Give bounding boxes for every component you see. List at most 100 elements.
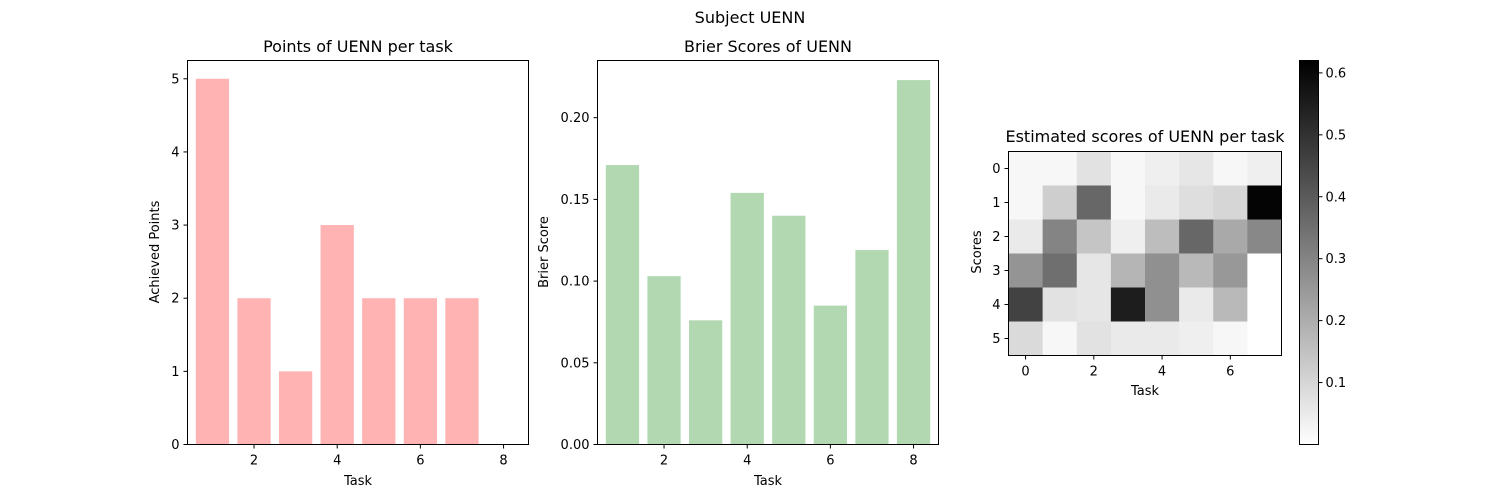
heatmap-y-tick-label: 0 <box>992 162 1000 177</box>
heatmap-cell <box>1042 287 1078 322</box>
heatmap-cell <box>1213 151 1248 186</box>
heatmap-cell <box>1110 151 1146 186</box>
brier-bar <box>688 320 723 445</box>
brier-y-tick-label: 0.10 <box>561 275 590 290</box>
heatmap-title: Estimated scores of UENN per task <box>1005 127 1285 146</box>
colorbar-tick-label: 0.5 <box>1326 128 1347 143</box>
figure-suptitle: Subject UENN <box>695 8 806 27</box>
heatmap-cell <box>1042 185 1078 220</box>
heatmap-x-tick-label: 6 <box>1226 365 1234 380</box>
brier-y-tick-label: 0.00 <box>561 438 590 453</box>
heatmap-cell <box>1076 321 1112 356</box>
points-bar <box>278 371 313 445</box>
heatmap-cell <box>1008 253 1044 288</box>
heatmap-cell <box>1008 287 1044 322</box>
heatmap-y-tick-label: 3 <box>992 264 1000 279</box>
heatmap-cell <box>1076 253 1112 288</box>
colorbar-tick-label: 0.2 <box>1326 314 1347 329</box>
heatmap-cell <box>1110 219 1146 254</box>
points-chart-title: Points of UENN per task <box>263 37 454 56</box>
points-bar <box>362 298 396 445</box>
heatmap-cell <box>1042 321 1078 356</box>
points-y-tick-label: 4 <box>171 145 179 160</box>
heatmap-x-tick-label: 2 <box>1090 365 1098 380</box>
heatmap-cell <box>1145 151 1180 186</box>
heatmap-cell <box>1042 151 1078 186</box>
colorbar-tick-label: 0.1 <box>1326 376 1347 391</box>
heatmap-cell <box>1213 219 1248 254</box>
colorbar-tick-label: 0.3 <box>1326 252 1347 267</box>
heatmap-y-tick-label: 1 <box>992 196 1000 211</box>
brier-bar <box>605 165 640 445</box>
heatmap-cell <box>1247 253 1282 288</box>
heatmap-cell <box>1179 253 1214 288</box>
brier-bar <box>772 215 806 445</box>
points-plot-frame <box>187 60 529 445</box>
brier-y-tick-label: 0.20 <box>561 111 590 126</box>
heatmap-cell <box>1008 185 1044 220</box>
brier-y-tick-label: 0.15 <box>561 193 590 208</box>
heatmap-y-tick-label: 2 <box>992 230 1000 245</box>
heatmap-cell <box>1076 287 1112 322</box>
brier-x-tick-label: 4 <box>743 454 751 469</box>
heatmap-cell <box>1145 185 1180 220</box>
points-x-tick-label: 4 <box>333 454 341 469</box>
heatmap-cell <box>1179 185 1214 220</box>
heatmap-cell <box>1042 219 1078 254</box>
heatmap-cell <box>1145 287 1180 322</box>
colorbar-tick-label: 0.4 <box>1326 190 1347 205</box>
heatmap-x-axis-label: Task <box>1130 384 1160 399</box>
points-bar <box>237 298 271 445</box>
colorbar-tick-label: 0.6 <box>1326 66 1347 81</box>
heatmap-y-axis-label: Scores <box>970 230 985 273</box>
points-y-tick-label: 5 <box>171 72 179 87</box>
brier-x-tick-label: 6 <box>826 454 834 469</box>
brier-bar <box>855 250 889 445</box>
brier-x-axis-label: Task <box>753 474 783 489</box>
heatmap-x-tick-label: 0 <box>1021 365 1029 380</box>
colorbar-gradient <box>1299 60 1319 445</box>
brier-plot-frame <box>597 60 939 445</box>
heatmap-y-tick-label: 4 <box>992 298 1000 313</box>
heatmap-cell <box>1213 253 1248 288</box>
heatmap-cell <box>1213 185 1248 220</box>
points-bar <box>445 298 479 445</box>
heatmap-cell <box>1247 185 1282 220</box>
brier-x-tick-label: 2 <box>660 454 668 469</box>
heatmap-cell <box>1076 185 1112 220</box>
points-y-tick-label: 2 <box>171 292 179 307</box>
heatmap-cell <box>1110 185 1146 220</box>
heatmap-cell <box>1145 253 1180 288</box>
heatmap-cell <box>1179 321 1214 356</box>
brier-x-tick-label: 8 <box>909 454 917 469</box>
points-y-tick-label: 1 <box>171 365 179 380</box>
heatmap-cell <box>1110 287 1146 322</box>
points-x-tick-label: 8 <box>499 454 507 469</box>
heatmap-x-tick-label: 4 <box>1158 365 1166 380</box>
heatmap-cell <box>1247 151 1282 186</box>
heatmap-cell <box>1110 321 1146 356</box>
points-x-tick-label: 2 <box>250 454 258 469</box>
heatmap-cell <box>1145 219 1180 254</box>
heatmap-frame <box>1008 151 1282 356</box>
heatmap-cell <box>1213 321 1248 356</box>
brier-y-axis-label: Brier Score <box>537 216 552 288</box>
points-y-tick-label: 3 <box>171 219 179 234</box>
brier-chart-title: Brier Scores of UENN <box>684 37 852 56</box>
brier-bar <box>896 80 931 445</box>
heatmap-cell <box>1179 287 1214 322</box>
points-bar <box>195 78 230 445</box>
heatmap-y-tick-label: 5 <box>992 332 1000 347</box>
brier-y-tick-label: 0.05 <box>561 356 590 371</box>
heatmap-cell <box>1179 151 1214 186</box>
heatmap-cell <box>1213 287 1248 322</box>
heatmap-cell <box>1179 219 1214 254</box>
heatmap-cell <box>1145 321 1180 356</box>
heatmap-cell <box>1076 219 1112 254</box>
scores-heatmap: Estimated scores of UENN per task Task S… <box>970 127 1285 399</box>
points-bar <box>403 298 438 445</box>
heatmap-cell <box>1247 219 1282 254</box>
heatmap-cell <box>1247 287 1282 322</box>
heatmap-cell <box>1008 219 1044 254</box>
heatmap-cell <box>1008 151 1044 186</box>
